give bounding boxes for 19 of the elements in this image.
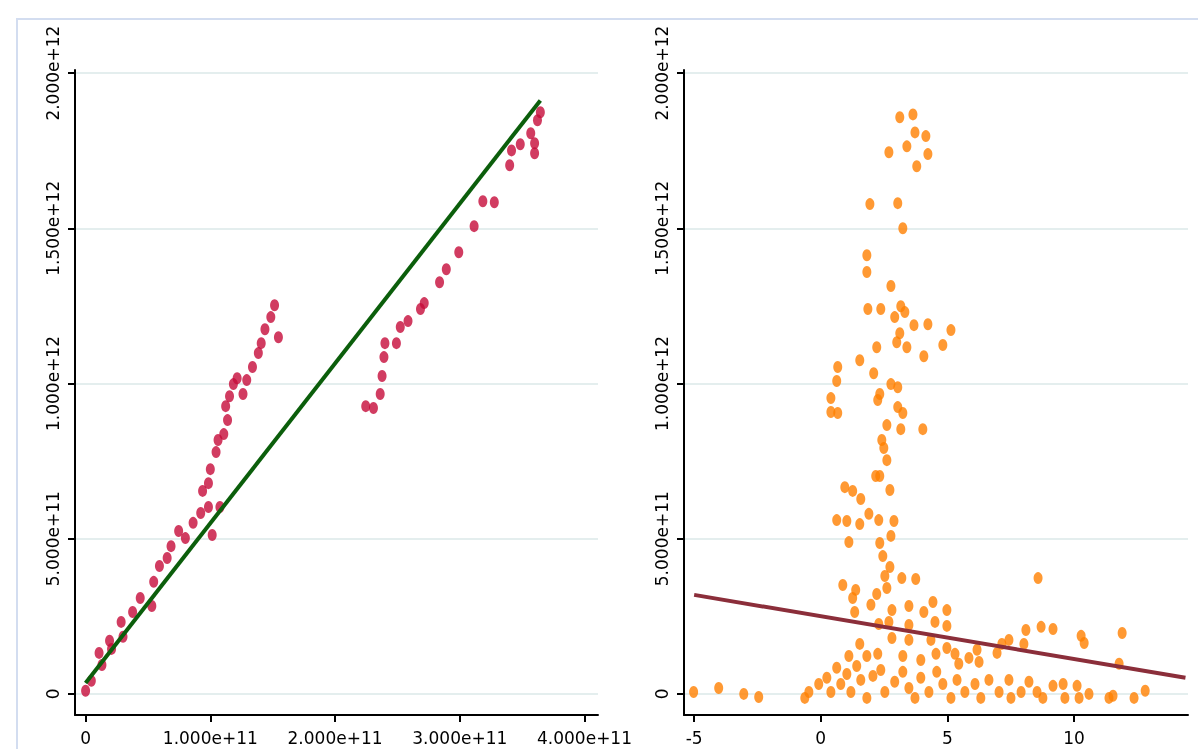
x-tick-label: 4.000e+11 — [536, 727, 633, 748]
y-tick-label: 0 — [651, 688, 672, 700]
y-tick-label: 0 — [42, 688, 63, 700]
y-tick-label: 1.500e+12 — [42, 180, 63, 276]
y-tick-label: 5.000e+11 — [42, 491, 63, 587]
x-tick-label: 1.000e+11 — [162, 727, 258, 748]
y-tick-label: 1.500e+12 — [651, 180, 672, 276]
y-tick-label: 5.000e+11 — [651, 491, 672, 587]
y-tick-label: 2.000e+12 — [42, 25, 63, 121]
x-tick-label: 10 — [1063, 727, 1085, 748]
x-tick-label: 0 — [80, 727, 92, 748]
y-tick-label: 1.000e+12 — [42, 335, 63, 432]
x-tick-label: 2.000e+11 — [287, 727, 383, 748]
x-tick-label: 5 — [941, 727, 953, 748]
y-tick-label: 2.000e+12 — [651, 25, 672, 121]
y-tick-label: 1.000e+12 — [651, 335, 672, 432]
x-tick-label: 0 — [815, 727, 827, 748]
x-tick-label: -5 — [685, 727, 703, 748]
x-tick-label: 3.000e+11 — [412, 727, 508, 748]
